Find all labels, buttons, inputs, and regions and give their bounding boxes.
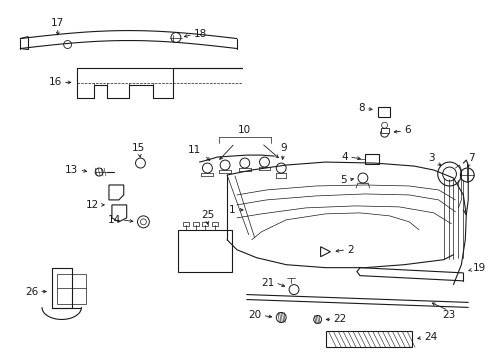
Bar (202, 222, 208, 226)
Text: 15: 15 (132, 143, 145, 153)
Bar (178, 230, 231, 272)
Bar (183, 222, 188, 226)
Text: 1: 1 (228, 205, 235, 215)
Text: 7: 7 (467, 153, 473, 163)
Text: 13: 13 (65, 165, 78, 175)
Text: 8: 8 (358, 103, 364, 113)
Bar (377, 107, 389, 117)
Text: 20: 20 (248, 310, 261, 320)
Text: 23: 23 (441, 310, 454, 320)
Text: 2: 2 (346, 245, 353, 255)
Text: 11: 11 (187, 145, 201, 155)
Text: 17: 17 (51, 18, 64, 28)
Text: 3: 3 (427, 153, 434, 163)
Bar (364, 154, 378, 164)
Text: 4: 4 (341, 152, 347, 162)
Text: 12: 12 (86, 200, 99, 210)
Bar (212, 222, 218, 226)
Text: 14: 14 (107, 215, 121, 225)
Text: 16: 16 (48, 77, 61, 87)
Bar (380, 128, 388, 133)
Text: 22: 22 (333, 314, 346, 324)
Bar (192, 222, 198, 226)
Bar (325, 332, 411, 347)
Text: 21: 21 (261, 278, 274, 288)
Text: 10: 10 (238, 125, 251, 135)
Text: 19: 19 (472, 263, 486, 273)
Text: 26: 26 (25, 287, 38, 297)
Text: 18: 18 (193, 28, 206, 39)
Text: 9: 9 (279, 143, 286, 153)
Text: 24: 24 (423, 332, 436, 342)
Text: 5: 5 (340, 175, 346, 185)
Text: 6: 6 (404, 125, 410, 135)
Text: 25: 25 (201, 210, 214, 220)
Bar (57, 274, 86, 303)
